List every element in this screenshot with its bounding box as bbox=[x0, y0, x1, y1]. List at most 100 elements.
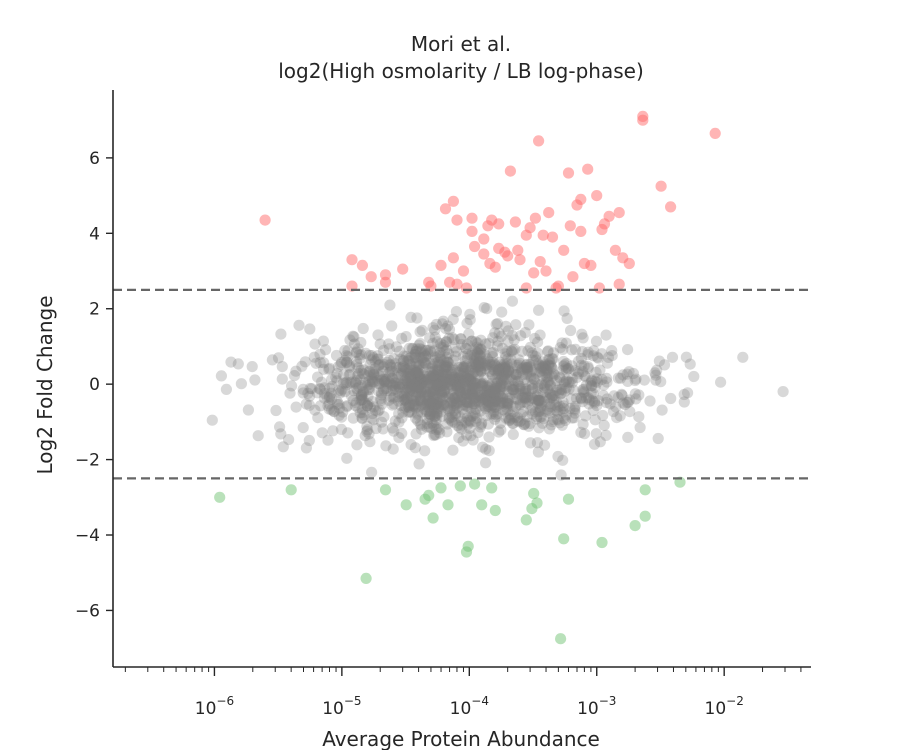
neutral-point bbox=[557, 406, 569, 418]
up-regulated-point bbox=[582, 163, 594, 175]
neutral-point bbox=[465, 370, 477, 382]
y-tick-label: −2 bbox=[75, 451, 100, 471]
neutral-point bbox=[455, 338, 467, 351]
neutral-point bbox=[372, 405, 384, 417]
neutral-point bbox=[404, 372, 416, 384]
neutral-point bbox=[361, 424, 374, 436]
neutral-point bbox=[501, 366, 513, 378]
neutral-point bbox=[436, 373, 448, 386]
neutral-point bbox=[486, 347, 498, 359]
neutral-point bbox=[534, 366, 546, 378]
neutral-point bbox=[489, 359, 501, 371]
neutral-point bbox=[456, 423, 468, 435]
neutral-point bbox=[455, 333, 467, 345]
neutral-point bbox=[444, 381, 456, 393]
neutral-point bbox=[519, 385, 531, 397]
neutral-point bbox=[469, 362, 481, 374]
neutral-point bbox=[312, 371, 324, 383]
neutral-point bbox=[410, 365, 422, 377]
neutral-point bbox=[489, 364, 501, 377]
neutral-point bbox=[578, 360, 590, 372]
down-regulated-point bbox=[558, 533, 570, 545]
neutral-point bbox=[449, 375, 461, 388]
neutral-point bbox=[501, 392, 514, 404]
neutral-point bbox=[361, 400, 373, 412]
neutral-point bbox=[490, 380, 503, 392]
neutral-point bbox=[358, 364, 370, 376]
neutral-point bbox=[324, 362, 336, 374]
neutral-point bbox=[512, 387, 524, 399]
neutral-point bbox=[412, 375, 424, 387]
neutral-point bbox=[364, 366, 376, 378]
neutral-point bbox=[503, 381, 515, 393]
neutral-point bbox=[568, 384, 580, 396]
neutral-point bbox=[601, 376, 613, 388]
neutral-point bbox=[425, 406, 437, 418]
neutral-point bbox=[356, 403, 368, 415]
neutral-point bbox=[378, 359, 391, 371]
neutral-point bbox=[396, 427, 408, 439]
neutral-point bbox=[377, 344, 390, 356]
neutral-point bbox=[439, 377, 451, 389]
neutral-point bbox=[444, 374, 456, 386]
neutral-point bbox=[457, 367, 469, 380]
neutral-point bbox=[443, 332, 455, 344]
neutral-point bbox=[379, 376, 391, 388]
neutral-point bbox=[507, 406, 519, 418]
neutral-point bbox=[454, 382, 466, 394]
neutral-point bbox=[462, 389, 474, 401]
up-regulated-point bbox=[524, 222, 536, 234]
neutral-point bbox=[510, 387, 522, 399]
neutral-point bbox=[472, 357, 484, 369]
neutral-point bbox=[470, 352, 482, 364]
neutral-point bbox=[426, 398, 438, 410]
neutral-point bbox=[442, 356, 454, 369]
neutral-point bbox=[437, 315, 449, 327]
neutral-point bbox=[415, 374, 427, 386]
neutral-point bbox=[475, 400, 487, 412]
neutral-point bbox=[331, 375, 343, 387]
neutral-point bbox=[487, 363, 499, 375]
neutral-point bbox=[429, 411, 441, 423]
up-regulated-point bbox=[528, 267, 540, 279]
neutral-point bbox=[453, 391, 465, 403]
neutral-point bbox=[438, 392, 450, 404]
neutral-point bbox=[435, 341, 447, 353]
neutral-point bbox=[392, 368, 404, 380]
neutral-point bbox=[447, 374, 459, 386]
neutral-point bbox=[519, 417, 531, 429]
neutral-point bbox=[558, 376, 570, 388]
neutral-point bbox=[582, 361, 594, 373]
neutral-point bbox=[461, 397, 473, 409]
neutral-point bbox=[563, 383, 575, 395]
neutral-point bbox=[554, 383, 567, 395]
neutral-point bbox=[446, 366, 458, 378]
neutral-point bbox=[487, 357, 499, 369]
neutral-point bbox=[272, 352, 285, 364]
neutral-point bbox=[483, 389, 495, 401]
neutral-point bbox=[562, 363, 575, 375]
neutral-point bbox=[443, 324, 456, 336]
neutral-point bbox=[426, 417, 438, 429]
neutral-point bbox=[526, 402, 539, 414]
neutral-point bbox=[409, 352, 421, 364]
neutral-point bbox=[493, 426, 505, 438]
neutral-point bbox=[364, 358, 376, 370]
neutral-point bbox=[326, 374, 338, 386]
neutral-point bbox=[502, 361, 514, 373]
neutral-point bbox=[459, 373, 471, 386]
neutral-point bbox=[547, 347, 560, 359]
neutral-point bbox=[481, 380, 493, 392]
neutral-point bbox=[404, 384, 416, 396]
neutral-point bbox=[357, 393, 369, 405]
neutral-point bbox=[449, 379, 461, 391]
neutral-point bbox=[454, 400, 466, 412]
neutral-point bbox=[532, 446, 545, 458]
neutral-point bbox=[432, 351, 444, 363]
neutral-point bbox=[715, 376, 727, 388]
neutral-point bbox=[387, 379, 399, 392]
neutral-point bbox=[353, 349, 365, 361]
neutral-point bbox=[469, 388, 481, 400]
neutral-point bbox=[396, 412, 408, 424]
neutral-point bbox=[546, 391, 558, 404]
